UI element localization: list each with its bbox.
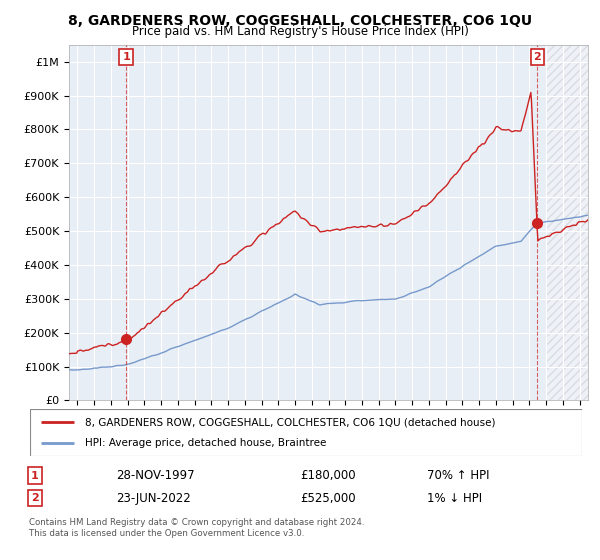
Bar xyxy=(546,45,588,400)
FancyBboxPatch shape xyxy=(30,409,582,456)
Text: 2: 2 xyxy=(533,52,541,62)
Text: 8, GARDENERS ROW, COGGESHALL, COLCHESTER, CO6 1QU: 8, GARDENERS ROW, COGGESHALL, COLCHESTER… xyxy=(68,14,532,28)
Text: HPI: Average price, detached house, Braintree: HPI: Average price, detached house, Brai… xyxy=(85,438,326,448)
Text: 28-NOV-1997: 28-NOV-1997 xyxy=(116,469,194,482)
Text: 2: 2 xyxy=(31,493,39,503)
Text: 70% ↑ HPI: 70% ↑ HPI xyxy=(427,469,489,482)
Text: 1: 1 xyxy=(122,52,130,62)
Text: Price paid vs. HM Land Registry's House Price Index (HPI): Price paid vs. HM Land Registry's House … xyxy=(131,25,469,38)
Text: £525,000: £525,000 xyxy=(300,492,356,505)
Text: 23-JUN-2022: 23-JUN-2022 xyxy=(116,492,190,505)
Text: 8, GARDENERS ROW, COGGESHALL, COLCHESTER, CO6 1QU (detached house): 8, GARDENERS ROW, COGGESHALL, COLCHESTER… xyxy=(85,417,496,427)
Text: £180,000: £180,000 xyxy=(300,469,356,482)
Text: 1: 1 xyxy=(31,470,39,480)
Bar xyxy=(546,45,588,400)
Text: 1% ↓ HPI: 1% ↓ HPI xyxy=(427,492,482,505)
Text: Contains HM Land Registry data © Crown copyright and database right 2024.
This d: Contains HM Land Registry data © Crown c… xyxy=(29,518,365,538)
